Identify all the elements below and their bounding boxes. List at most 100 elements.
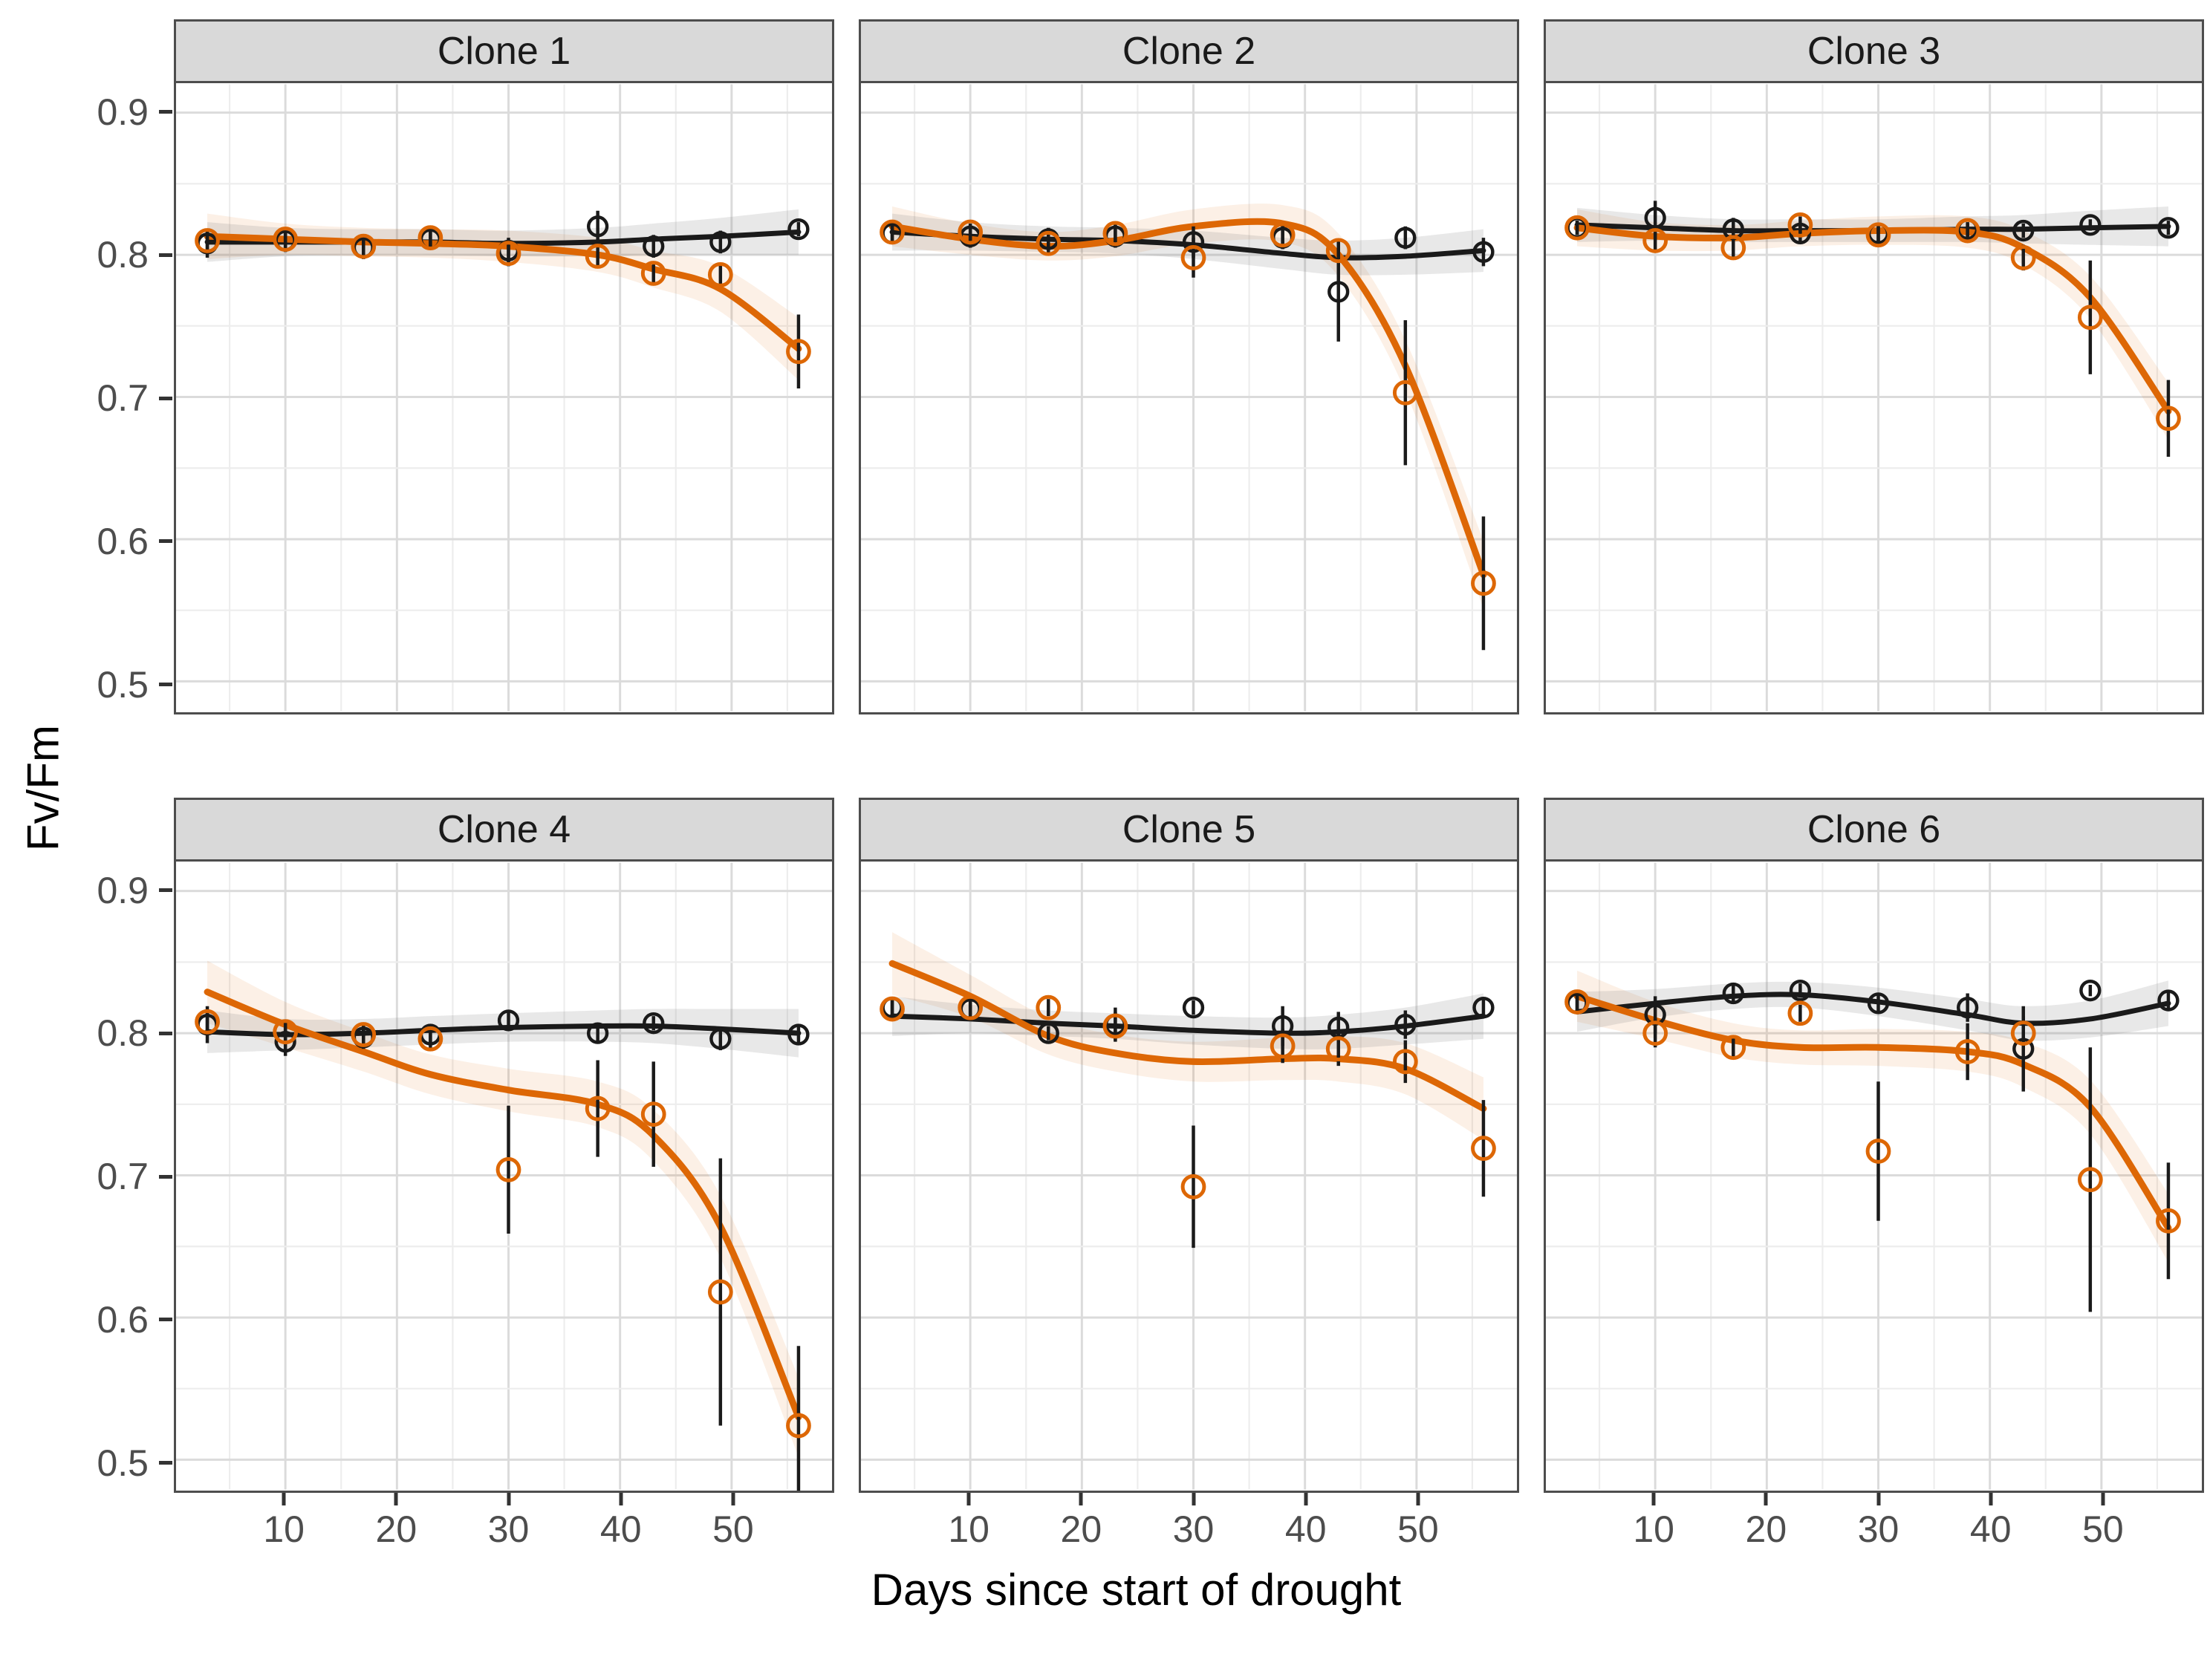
y-tick-mark bbox=[159, 1318, 172, 1322]
y-tick-label: 0.6 bbox=[97, 1298, 149, 1341]
data-point-orange bbox=[417, 1026, 443, 1052]
data-point-black bbox=[709, 1028, 732, 1050]
y-tick-label: 0.7 bbox=[97, 1156, 149, 1198]
data-point-black bbox=[1037, 1022, 1059, 1044]
facet-grid: 0.9 0.8 0.7 0.6 0.5 Clone 1 Clone 2 Clone 3 … bbox=[68, 19, 2210, 1615]
confidence-band-orange bbox=[207, 960, 799, 1457]
y-tick-label: 0.9 bbox=[97, 869, 149, 911]
data-point-black bbox=[2012, 219, 2035, 242]
data-point-black bbox=[2157, 217, 2180, 239]
data-point-orange bbox=[1036, 230, 1062, 256]
y-tick-label: 0.8 bbox=[97, 1012, 149, 1055]
facet-strip: Clone 2 bbox=[859, 19, 1519, 83]
data-point-black bbox=[1182, 231, 1205, 253]
data-point-black bbox=[1394, 227, 1417, 249]
data-point-orange bbox=[1471, 1136, 1496, 1162]
data-point-orange bbox=[1865, 1139, 1891, 1164]
x-tick-label: 40 bbox=[1284, 1508, 1327, 1550]
data-point-orange bbox=[1325, 238, 1351, 264]
x-tick-mark bbox=[2101, 1493, 2105, 1505]
data-point-black bbox=[787, 1023, 810, 1046]
data-point-orange bbox=[640, 261, 666, 286]
x-tick-mark bbox=[1304, 1493, 1308, 1505]
x-tick-mark bbox=[394, 1493, 398, 1505]
data-point-black bbox=[1182, 996, 1205, 1019]
x-axis-title: Days since start of drought bbox=[871, 1565, 1402, 1615]
y-tick-label: 0.7 bbox=[97, 377, 149, 420]
data-point-orange bbox=[195, 1009, 220, 1035]
smooth-line-orange bbox=[204, 989, 802, 1421]
x-tick-mark bbox=[1079, 1493, 1083, 1505]
data-point-black bbox=[1394, 1013, 1417, 1036]
data-point-black bbox=[1867, 992, 1890, 1015]
data-point-black bbox=[643, 1012, 665, 1035]
facet-strip: Clone 1 bbox=[174, 19, 834, 83]
facet-plot-area bbox=[1544, 862, 2204, 1493]
data-point-orange bbox=[1471, 570, 1496, 596]
data-point-orange bbox=[195, 228, 220, 253]
y-tick-mark bbox=[159, 539, 172, 544]
data-point-orange bbox=[585, 1095, 611, 1121]
data-point-orange bbox=[1787, 212, 1813, 238]
y-tick-label: 0.8 bbox=[97, 234, 149, 276]
data-point-black bbox=[1472, 241, 1495, 263]
x-tick-label: 10 bbox=[948, 1508, 989, 1550]
y-tick-mark bbox=[159, 253, 172, 257]
smooth-line-black bbox=[889, 1013, 1486, 1036]
data-point-orange bbox=[2077, 305, 2103, 331]
y-tick-mark bbox=[159, 396, 172, 400]
data-point-black bbox=[586, 1022, 609, 1044]
x-tick-label: 50 bbox=[2082, 1508, 2124, 1550]
data-point-black bbox=[1644, 206, 1666, 229]
y-tick-mark bbox=[159, 1174, 172, 1179]
facet-strip-label: Clone 5 bbox=[1122, 808, 1256, 851]
x-tick-mark bbox=[619, 1493, 623, 1505]
confidence-band-orange bbox=[892, 204, 1483, 609]
data-point-orange bbox=[1787, 1000, 1813, 1026]
data-point-black bbox=[1722, 982, 1744, 1005]
facet-clone-6: Clone 6 bbox=[1544, 798, 2204, 1493]
data-point-black bbox=[643, 235, 665, 258]
confidence-band-orange bbox=[892, 932, 1483, 1140]
data-point-orange bbox=[1180, 1173, 1206, 1199]
x-tick-mark bbox=[1764, 1493, 1768, 1505]
data-point-orange bbox=[1642, 1020, 1668, 1046]
facet-clone-2: Clone 2 bbox=[859, 19, 1519, 714]
data-point-black bbox=[2012, 1038, 2035, 1060]
data-point-orange bbox=[707, 1279, 733, 1305]
y-axis-bottom: 0.9 0.8 0.7 0.6 0.5 bbox=[68, 798, 174, 1493]
data-point-orange bbox=[786, 1413, 811, 1439]
facet-row-top: 0.9 0.8 0.7 0.6 0.5 Clone 1 Clone 2 Clone 3 bbox=[68, 19, 2210, 714]
confidence-band-black bbox=[207, 1009, 799, 1058]
data-point-orange bbox=[2156, 406, 2181, 432]
data-point-orange bbox=[1392, 380, 1418, 406]
data-point-black bbox=[2157, 989, 2180, 1012]
facet-clone-3: Clone 3 bbox=[1544, 19, 2204, 714]
data-point-orange bbox=[417, 225, 443, 251]
data-point-black bbox=[1327, 281, 1350, 303]
x-tick-mark bbox=[282, 1493, 286, 1505]
data-point-black bbox=[787, 218, 810, 241]
y-tick-label: 0.5 bbox=[97, 663, 149, 706]
facet-plot-area bbox=[174, 83, 834, 714]
y-tick-label: 0.6 bbox=[97, 520, 149, 562]
data-point-black bbox=[586, 215, 609, 238]
x-tick-label: 30 bbox=[1172, 1508, 1215, 1550]
x-tick-label: 20 bbox=[375, 1508, 417, 1550]
x-tick-label: 50 bbox=[1397, 1508, 1439, 1550]
x-tick-label: 20 bbox=[1060, 1508, 1102, 1550]
y-tick-label: 0.9 bbox=[97, 91, 149, 133]
data-point-orange bbox=[1720, 1035, 1746, 1061]
data-point-orange bbox=[351, 1022, 377, 1047]
smooth-line-orange bbox=[888, 960, 1487, 1113]
data-point-orange bbox=[1270, 222, 1296, 248]
data-point-orange bbox=[1325, 1036, 1351, 1062]
data-point-orange bbox=[495, 1157, 521, 1182]
data-point-orange bbox=[1954, 218, 1980, 244]
facet-strip-label: Clone 3 bbox=[1807, 30, 1941, 73]
data-point-orange bbox=[958, 994, 984, 1020]
y-axis-top: 0.9 0.8 0.7 0.6 0.5 bbox=[68, 19, 174, 714]
facet-strip: Clone 6 bbox=[1544, 798, 2204, 862]
data-point-orange bbox=[1102, 1013, 1128, 1039]
